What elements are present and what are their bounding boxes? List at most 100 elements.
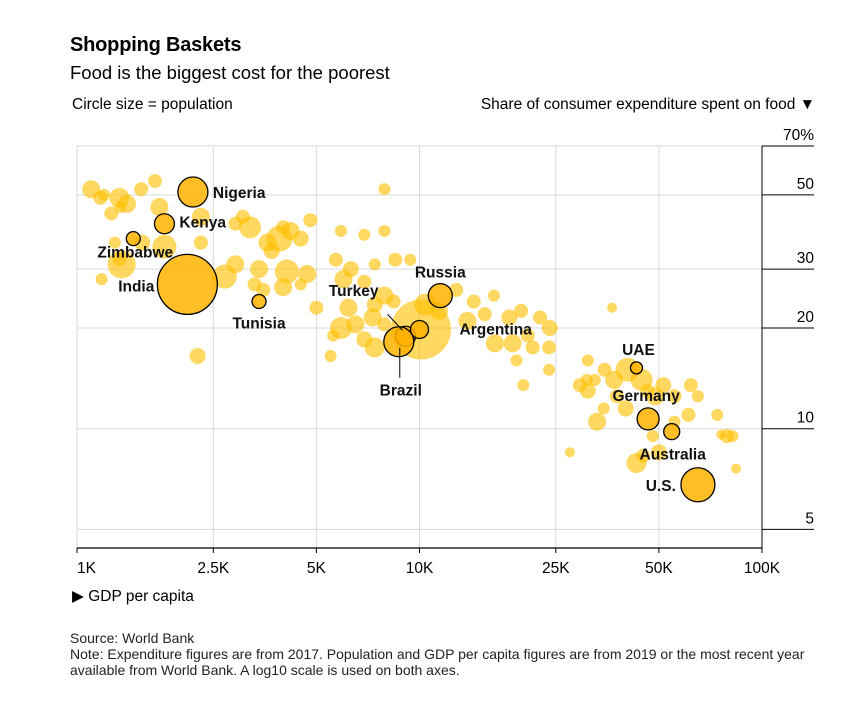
data-point xyxy=(114,201,127,214)
source-notes: Source: World Bank Note: Expenditure fig… xyxy=(70,630,840,678)
data-point xyxy=(517,379,530,392)
data-point xyxy=(274,259,299,284)
point-label: UAE xyxy=(622,342,655,359)
labeled-data-point xyxy=(383,326,415,358)
data-point xyxy=(378,224,391,237)
data-point xyxy=(581,354,594,367)
data-point xyxy=(357,274,372,289)
data-point xyxy=(487,289,500,302)
label-layer: Nigeria Kenya Zimbabwe India Tunisia Russia Tu… xyxy=(97,185,706,495)
x-tick-label: 50K xyxy=(645,560,673,577)
data-point xyxy=(711,408,724,421)
data-point xyxy=(667,389,682,404)
data-point xyxy=(617,400,634,417)
x-tick-label: 25K xyxy=(542,560,570,577)
data-point xyxy=(334,270,353,289)
point-label: Nigeria xyxy=(213,185,266,202)
y-tick-label: 70% xyxy=(783,127,814,144)
data-point xyxy=(328,252,343,267)
data-point xyxy=(691,390,704,403)
data-point xyxy=(263,242,280,259)
data-point xyxy=(564,447,575,458)
labeled-data-point xyxy=(427,282,453,309)
point-label: U.S. xyxy=(646,478,676,495)
data-point xyxy=(514,303,529,318)
x-axis-title: ▶ GDP per capita xyxy=(72,588,194,605)
data-point xyxy=(303,213,318,228)
data-point xyxy=(193,235,208,250)
chart-title: Shopping Baskets xyxy=(70,34,242,56)
labeled-data-point xyxy=(663,423,681,441)
data-point xyxy=(626,452,647,473)
data-point xyxy=(339,298,358,317)
y-tick-label: 20 xyxy=(797,309,815,326)
data-point xyxy=(148,174,163,189)
labeled-data-point xyxy=(680,467,716,503)
data-point xyxy=(93,190,108,205)
highlight-layer xyxy=(125,176,716,503)
point-label: Australia xyxy=(640,447,707,464)
point-label: Kenya xyxy=(179,215,226,232)
data-point xyxy=(189,347,206,364)
data-point xyxy=(108,236,121,249)
data-point xyxy=(655,377,672,394)
data-point xyxy=(543,363,556,376)
data-point xyxy=(607,302,618,313)
data-point xyxy=(292,230,309,247)
data-point xyxy=(226,255,245,274)
data-point xyxy=(588,412,607,431)
data-point xyxy=(404,253,417,266)
data-point xyxy=(378,183,391,196)
data-point xyxy=(335,224,348,237)
data-point xyxy=(542,340,557,355)
point-label: Germany xyxy=(613,388,681,405)
labeled-data-point xyxy=(177,176,209,208)
x-tick-label: 5K xyxy=(307,560,327,577)
data-point xyxy=(239,216,262,239)
data-point xyxy=(134,182,149,197)
data-point xyxy=(520,328,535,343)
labeled-data-point xyxy=(629,361,644,375)
data-point xyxy=(366,296,383,313)
data-point xyxy=(368,258,381,271)
data-point xyxy=(683,378,698,393)
leader-line xyxy=(387,313,403,331)
data-point xyxy=(152,234,177,259)
labeled-data-point xyxy=(636,407,660,431)
data-point xyxy=(95,273,108,286)
data-point xyxy=(298,265,317,284)
data-point xyxy=(485,334,504,353)
labeled-data-point xyxy=(409,319,430,340)
data-point xyxy=(309,300,324,315)
circle-size-note: Circle size = population xyxy=(72,96,233,113)
data-point xyxy=(525,340,540,355)
data-point xyxy=(274,278,293,297)
data-point xyxy=(324,349,337,362)
labeled-data-point xyxy=(153,213,176,235)
data-point xyxy=(646,430,659,443)
labeled-data-point xyxy=(125,230,141,247)
y-tick-label: 50 xyxy=(797,176,815,193)
data-point xyxy=(104,206,119,221)
data-point xyxy=(579,382,596,399)
data-point xyxy=(363,308,382,327)
data-point xyxy=(541,320,558,337)
data-point xyxy=(191,207,210,226)
data-point xyxy=(726,430,739,443)
data-point xyxy=(256,282,271,297)
data-point xyxy=(386,294,401,309)
data-point xyxy=(533,310,548,325)
labeled-data-point xyxy=(251,293,267,310)
source-line: Source: World Bank xyxy=(70,630,195,646)
note-line: Note: Expenditure figures are from 2017.… xyxy=(70,646,805,678)
y-tick-label: 5 xyxy=(805,510,814,527)
data-point xyxy=(503,334,522,353)
data-point xyxy=(358,228,371,241)
data-point xyxy=(466,294,481,309)
data-point xyxy=(327,329,340,342)
data-point xyxy=(681,407,696,422)
data-point xyxy=(356,331,373,348)
data-point xyxy=(501,309,518,326)
x-tick-label: 100K xyxy=(744,560,781,577)
